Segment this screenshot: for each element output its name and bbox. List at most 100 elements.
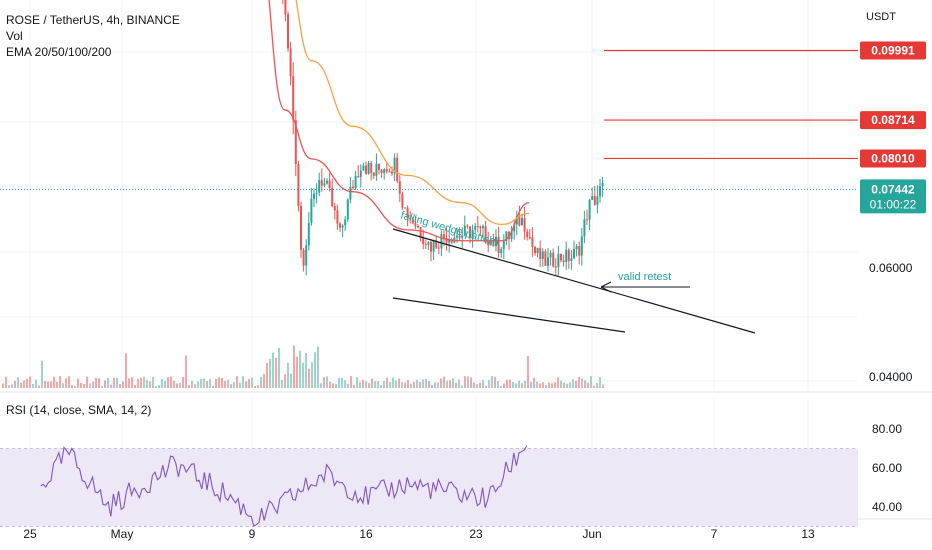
rsi-tick-label: 40.00: [872, 500, 902, 514]
volume-bar: [80, 382, 82, 388]
volume-indicator-label[interactable]: Vol: [6, 29, 23, 43]
volume-bar: [419, 382, 421, 388]
volume-bar: [89, 383, 91, 388]
candle-body: [599, 186, 601, 197]
candle-body: [500, 249, 503, 254]
candle-body: [336, 210, 339, 224]
candle-body: [534, 246, 536, 254]
volume-bar: [527, 356, 529, 388]
candle-body: [505, 231, 508, 241]
candle-body: [593, 195, 596, 205]
volume-bar: [410, 383, 412, 388]
candle-body: [601, 182, 604, 187]
candle-body: [510, 231, 513, 240]
candle-body: [476, 226, 479, 228]
volume-bar: [278, 347, 280, 388]
volume-bar: [191, 380, 193, 388]
candle-body: [365, 165, 367, 174]
volume-bar: [128, 378, 130, 388]
volume-bar: [44, 381, 46, 388]
volume-bar: [374, 381, 376, 388]
volume-bar: [350, 376, 352, 388]
volume-bar: [290, 373, 292, 388]
volume-bar: [587, 382, 589, 388]
candle-body: [469, 226, 471, 238]
candle-body: [463, 225, 466, 236]
candle-body: [422, 237, 425, 245]
volume-bar: [194, 384, 196, 388]
volume-bar: [2, 383, 4, 388]
volume-bar: [497, 381, 499, 388]
candle-body: [344, 219, 347, 226]
volume-bar: [209, 379, 211, 388]
candle-body: [435, 240, 438, 248]
volume-bar: [488, 379, 490, 388]
rsi-line: [40, 445, 528, 527]
volume-bar: [359, 382, 361, 388]
volume-bar: [581, 378, 583, 388]
volume-bar: [65, 378, 67, 388]
candlesticks: [282, 0, 604, 276]
candle-body: [461, 235, 464, 238]
volume-bar: [170, 376, 172, 388]
rsi-tick-label: 60.00: [872, 461, 902, 475]
time-axis: 25 May 9 16 23 Jun 7 13: [23, 527, 815, 541]
candle-body: [479, 226, 482, 229]
volume-bar: [224, 381, 226, 388]
volume-bar: [107, 377, 109, 388]
candle-body: [565, 249, 568, 263]
candle-body: [380, 170, 383, 174]
volume-bar: [521, 383, 523, 388]
time-tick-label: 23: [469, 527, 483, 541]
time-tick-label: 16: [359, 527, 373, 541]
volume-bar: [248, 378, 250, 388]
chart-header: ROSE / TetherUS, 4h, BINANCE Vol EMA 20/…: [6, 12, 180, 60]
volume-bar: [416, 379, 418, 388]
symbol-title[interactable]: ROSE / TetherUS, 4h, BINANCE: [6, 13, 180, 27]
volume-bar: [41, 360, 43, 388]
rsi-indicator-label[interactable]: RSI (14, close, SMA, 14, 2): [6, 403, 152, 417]
time-tick-label: 7: [711, 527, 718, 541]
candle-body: [583, 219, 586, 237]
volume-bar: [533, 377, 535, 388]
candle-body: [310, 198, 313, 224]
candle-body: [448, 239, 451, 243]
candle-body: [414, 223, 417, 227]
candle-body: [580, 236, 583, 256]
volume-bar: [386, 377, 388, 388]
volume-bar: [407, 379, 409, 388]
candle-body: [328, 180, 331, 188]
candle-body: [331, 187, 334, 207]
volume-bar: [8, 385, 10, 388]
candle-body: [375, 163, 378, 176]
candle-body: [297, 164, 300, 206]
volume-bar: [449, 380, 451, 388]
candle-body: [554, 266, 557, 268]
volume-bar: [443, 376, 445, 388]
volume-bar: [221, 377, 223, 388]
target-level-value: 0.08714: [871, 113, 915, 127]
volume-bar: [596, 383, 598, 388]
volume-bar: [398, 378, 400, 388]
volume-bar: [77, 378, 79, 388]
volume-bar: [323, 377, 325, 388]
candle-body: [292, 76, 295, 121]
candle-body: [536, 247, 539, 254]
volume-bar: [485, 385, 487, 388]
candle-body: [378, 163, 380, 171]
volume-bar: [344, 380, 346, 388]
volume-bar: [185, 355, 187, 388]
candle-body: [484, 226, 487, 242]
volume-bar: [308, 368, 310, 388]
volume-bar: [152, 376, 154, 388]
volume-bar: [554, 382, 556, 388]
candle-body: [437, 247, 440, 249]
candle-body: [401, 193, 404, 208]
volume-bar: [125, 353, 127, 388]
volume-bar: [116, 377, 118, 388]
ema-indicator-label[interactable]: EMA 20/50/100/200: [6, 45, 112, 59]
volume-bar: [479, 382, 481, 388]
volume-bar: [548, 382, 550, 388]
retest-arrowhead: [600, 281, 612, 293]
